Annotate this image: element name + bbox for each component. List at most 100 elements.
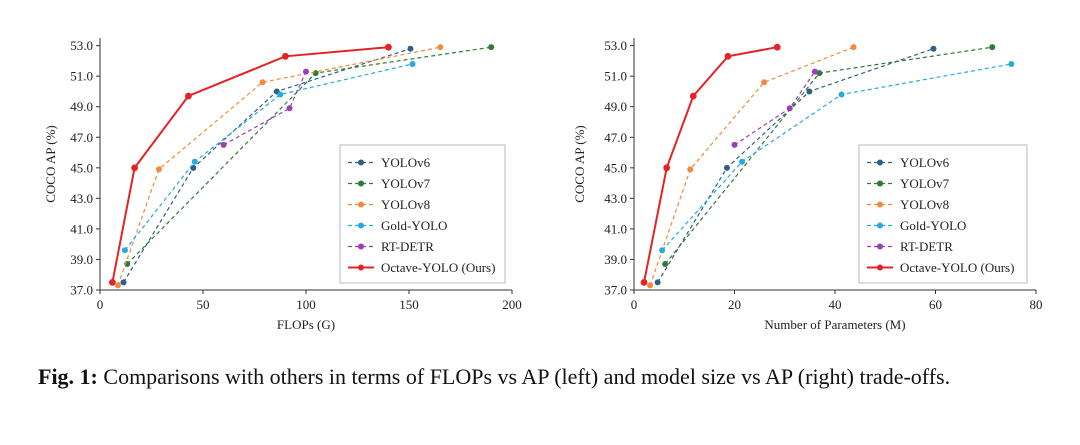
chart-1-legend-marker (877, 180, 883, 187)
chart-1-series-line (643, 46, 778, 283)
flops-vs-ap-chart: 37.0 39.0 41.0 43.0 45.0 47.0 49.0 51.0 53.0 0 50 1… (43, 38, 522, 332)
chart-1-data-point (806, 88, 813, 95)
chart-0-xtick-label: 0 (97, 297, 104, 312)
chart-0-data-point (131, 164, 139, 172)
chart-1-legend-box (858, 144, 1028, 284)
chart-0-series-2 (114, 44, 444, 289)
chart-1-legend-marker (877, 201, 883, 208)
chart-0-legend-label: RT-DETR (381, 239, 434, 254)
chart-0-data-point (286, 105, 293, 112)
chart-1-xtick-label: 80 (1030, 297, 1043, 312)
chart-1-data-point (838, 91, 845, 98)
chart-0-ytick-label: 39.0 (70, 252, 93, 267)
chart-0-legend-marker (358, 222, 364, 229)
chart-1-xtick-label: 0 (631, 297, 638, 312)
chart-0-legend-marker (358, 264, 364, 271)
chart-0-legend-marker (358, 159, 364, 166)
chart-0-ytick-label: 51.0 (70, 69, 93, 84)
chart-1-data-point (724, 52, 732, 60)
chart-1-data-point (663, 164, 671, 172)
chart-1-series-5 (640, 43, 781, 286)
chart-0-ytick-label: 49.0 (70, 99, 93, 114)
chart-1-ytick-label: 53.0 (604, 38, 627, 53)
chart-1-data-point (930, 45, 937, 52)
chart-0-ytick-label: 53.0 (70, 38, 93, 53)
chart-1-data-point (723, 164, 730, 171)
chart-1-data-point (786, 105, 793, 112)
chart-1-x-axis-label: Number of Parameters (M) (764, 317, 905, 332)
chart-0-ytick-label: 41.0 (70, 221, 93, 236)
chart-0-data-point (155, 166, 162, 173)
chart-1-legend-marker (877, 159, 883, 166)
chart-1-data-point (647, 282, 654, 289)
chart-1-legend-label: YOLOv7 (900, 176, 950, 191)
chart-0-ytick-label: 37.0 (70, 283, 93, 298)
chart-0-xtick-label: 50 (197, 297, 210, 312)
chart-1-series-3 (659, 60, 1015, 254)
chart-0-data-point (488, 44, 495, 51)
caption-text: Comparisons with others in terms of FLOP… (103, 364, 951, 389)
chart-0-legend-label: YOLOv7 (381, 176, 431, 191)
chart-1-xtick-label: 60 (929, 297, 942, 312)
chart-0-xtick-label: 200 (502, 297, 522, 312)
chart-0-data-point (437, 44, 444, 51)
chart-1-series-4 (731, 68, 818, 148)
chart-1-series-line (734, 71, 816, 146)
chart-1-ytick-label: 41.0 (604, 221, 627, 236)
chart-1-data-point (662, 261, 669, 268)
chart-1-legend-marker (877, 243, 883, 250)
chart-1-xtick-label: 20 (728, 297, 741, 312)
chart-0-data-point (303, 68, 309, 75)
chart-0-data-point (282, 52, 289, 60)
chart-0-legend-label: Octave-YOLO (Ours) (381, 260, 495, 275)
chart-0-series-4 (220, 68, 309, 148)
chart-1-legend-label: Gold-YOLO (900, 218, 966, 233)
chart-0-legend: YOLOv6 YOLOv7 YOLOv8 Gold-YOLO RT-DETR Octave… (339, 144, 506, 284)
chart-1-legend-label: RT-DETR (900, 239, 953, 254)
chart-1-data-point (773, 43, 781, 51)
chart-0-data-point (259, 79, 266, 86)
chart-1-ytick-label: 49.0 (604, 99, 627, 114)
chart-1-legend: YOLOv6 YOLOv7 YOLOv8 Gold-YOLO RT-DETR Octave… (858, 144, 1028, 284)
chart-1-legend-label: YOLOv8 (900, 197, 949, 212)
chart-0-ytick-label: 45.0 (70, 160, 93, 175)
chart-1-xtick-label: 40 (829, 297, 842, 312)
params-vs-ap-chart: 37.0 39.0 41.0 43.0 45.0 47.0 49.0 51.0 53.0 0 20 4… (572, 38, 1043, 332)
chart-0-data-point (277, 91, 284, 98)
chart-0-series-line (124, 63, 413, 251)
chart-0-data-point (121, 247, 128, 254)
chart-1-series-1 (662, 44, 996, 268)
chart-1-ytick-label: 45.0 (604, 160, 627, 175)
chart-0-series-3 (121, 60, 416, 254)
chart-1-data-point (731, 141, 738, 148)
chart-1-ytick-label: 51.0 (604, 69, 627, 84)
chart-0-legend-label: YOLOv6 (381, 155, 431, 170)
chart-1-data-point (689, 92, 697, 100)
chart-0-data-point (120, 279, 127, 286)
figure-caption: Fig. 1: Comparisons with others in terms… (38, 362, 1048, 392)
chart-0-ytick-label: 43.0 (70, 191, 93, 206)
chart-1-series-2 (647, 44, 857, 289)
chart-0-data-point (220, 141, 227, 148)
chart-0-series-line (117, 46, 441, 286)
chart-0-legend-label: YOLOv8 (381, 197, 430, 212)
chart-0-ytick-label: 47.0 (70, 130, 93, 145)
chart-1-y-axis-label: COCO AP (%) (572, 125, 587, 203)
chart-0-data-point (191, 158, 198, 165)
chart-1-data-point (850, 44, 857, 51)
chart-0-xtick-label: 100 (296, 297, 316, 312)
chart-0-data-point (108, 278, 116, 286)
chart-1-series-line (661, 63, 1012, 251)
chart-1-data-point (654, 279, 661, 286)
chart-1-data-point (687, 166, 694, 173)
chart-0-legend-label: Gold-YOLO (381, 218, 447, 233)
chart-0-legend-marker (358, 180, 364, 187)
chart-1-data-point (739, 158, 746, 165)
chart-1-ytick-label: 37.0 (604, 283, 627, 298)
chart-0-data-point (385, 43, 392, 51)
chart-1-data-point (659, 247, 666, 254)
chart-1-legend-marker (877, 222, 883, 229)
chart-0-data-point (184, 92, 192, 100)
chart-0-y-axis-label: COCO AP (%) (43, 125, 58, 203)
chart-1-series-line (649, 46, 854, 286)
